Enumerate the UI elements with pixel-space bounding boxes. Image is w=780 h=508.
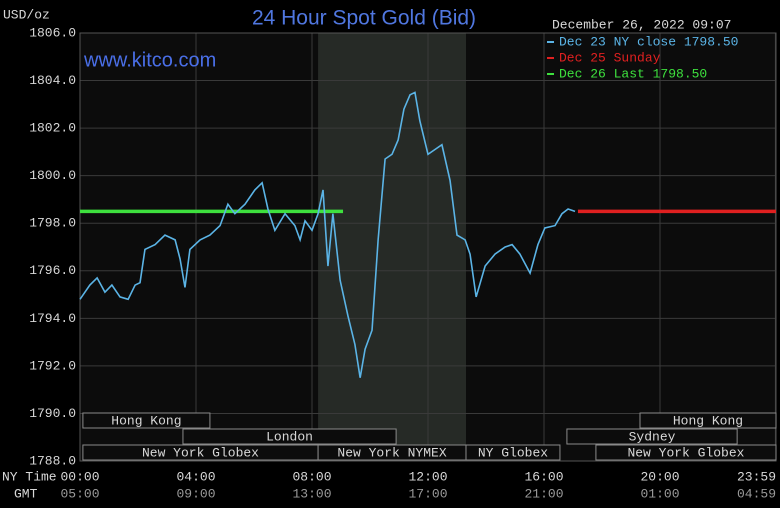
gmt-tick-label: 01:00	[640, 486, 679, 501]
session-bar	[82, 412, 211, 429]
y-axis-label: USD/oz	[3, 7, 50, 22]
session-label: Sydney	[629, 429, 676, 444]
gmt-tick-label: 04:59	[737, 486, 776, 501]
watermark: www.kitco.com	[83, 49, 216, 71]
x-tick-label: 08:00	[292, 469, 331, 484]
chart-title: 24 Hour Spot Gold (Bid)	[252, 7, 476, 30]
plot-layer	[79, 32, 777, 462]
session-label: London	[266, 429, 313, 444]
gmt-tick-label: 05:00	[60, 486, 99, 501]
legend-label: Dec 25 Sunday	[559, 50, 661, 65]
session-bar	[182, 428, 397, 445]
x-row-label: GMT	[14, 486, 38, 501]
gmt-tick-label: 09:00	[176, 486, 215, 501]
x-tick-label: 23:59	[737, 469, 776, 484]
session-label: New York NYMEX	[337, 445, 446, 460]
y-tick-label: 1798.0	[29, 216, 76, 231]
y-tick-label: 1790.0	[29, 406, 76, 421]
x-tick-label: 12:00	[408, 469, 447, 484]
gmt-tick-label: 13:00	[292, 486, 331, 501]
x-tick-label: 20:00	[640, 469, 679, 484]
price-line	[79, 91, 576, 378]
session-label: Hong Kong	[673, 413, 743, 428]
gmt-tick-label: 21:00	[524, 486, 563, 501]
x-tick-label: 04:00	[176, 469, 215, 484]
plot-border	[79, 32, 777, 462]
session-label: New York Globex	[627, 445, 744, 460]
y-tick-label: 1788.0	[29, 453, 76, 468]
timestamp: December 26, 2022 09:07	[552, 17, 731, 32]
y-tick-label: 1794.0	[29, 311, 76, 326]
session-bar	[639, 412, 777, 429]
session-label: Hong Kong	[111, 413, 181, 428]
x-tick-label: 16:00	[524, 469, 563, 484]
session-bar	[595, 444, 777, 461]
session-bar	[566, 428, 738, 445]
legend-label: Dec 26 Last 1798.50	[559, 66, 707, 81]
y-tick-label: 1800.0	[29, 168, 76, 183]
legend-label: Dec 23 NY close 1798.50	[559, 34, 738, 49]
session-label: NY Globex	[478, 445, 548, 460]
y-tick-label: 1796.0	[29, 263, 76, 278]
y-tick-label: 1806.0	[29, 25, 76, 40]
x-row-label: NY Time	[2, 469, 57, 484]
y-tick-label: 1792.0	[29, 358, 76, 373]
y-tick-label: 1804.0	[29, 73, 76, 88]
shaded-region	[318, 33, 466, 461]
session-label: New York Globex	[142, 445, 259, 460]
gmt-tick-label: 17:00	[408, 486, 447, 501]
x-tick-label: 00:00	[60, 469, 99, 484]
session-bar	[465, 444, 561, 461]
y-tick-label: 1802.0	[29, 121, 76, 136]
